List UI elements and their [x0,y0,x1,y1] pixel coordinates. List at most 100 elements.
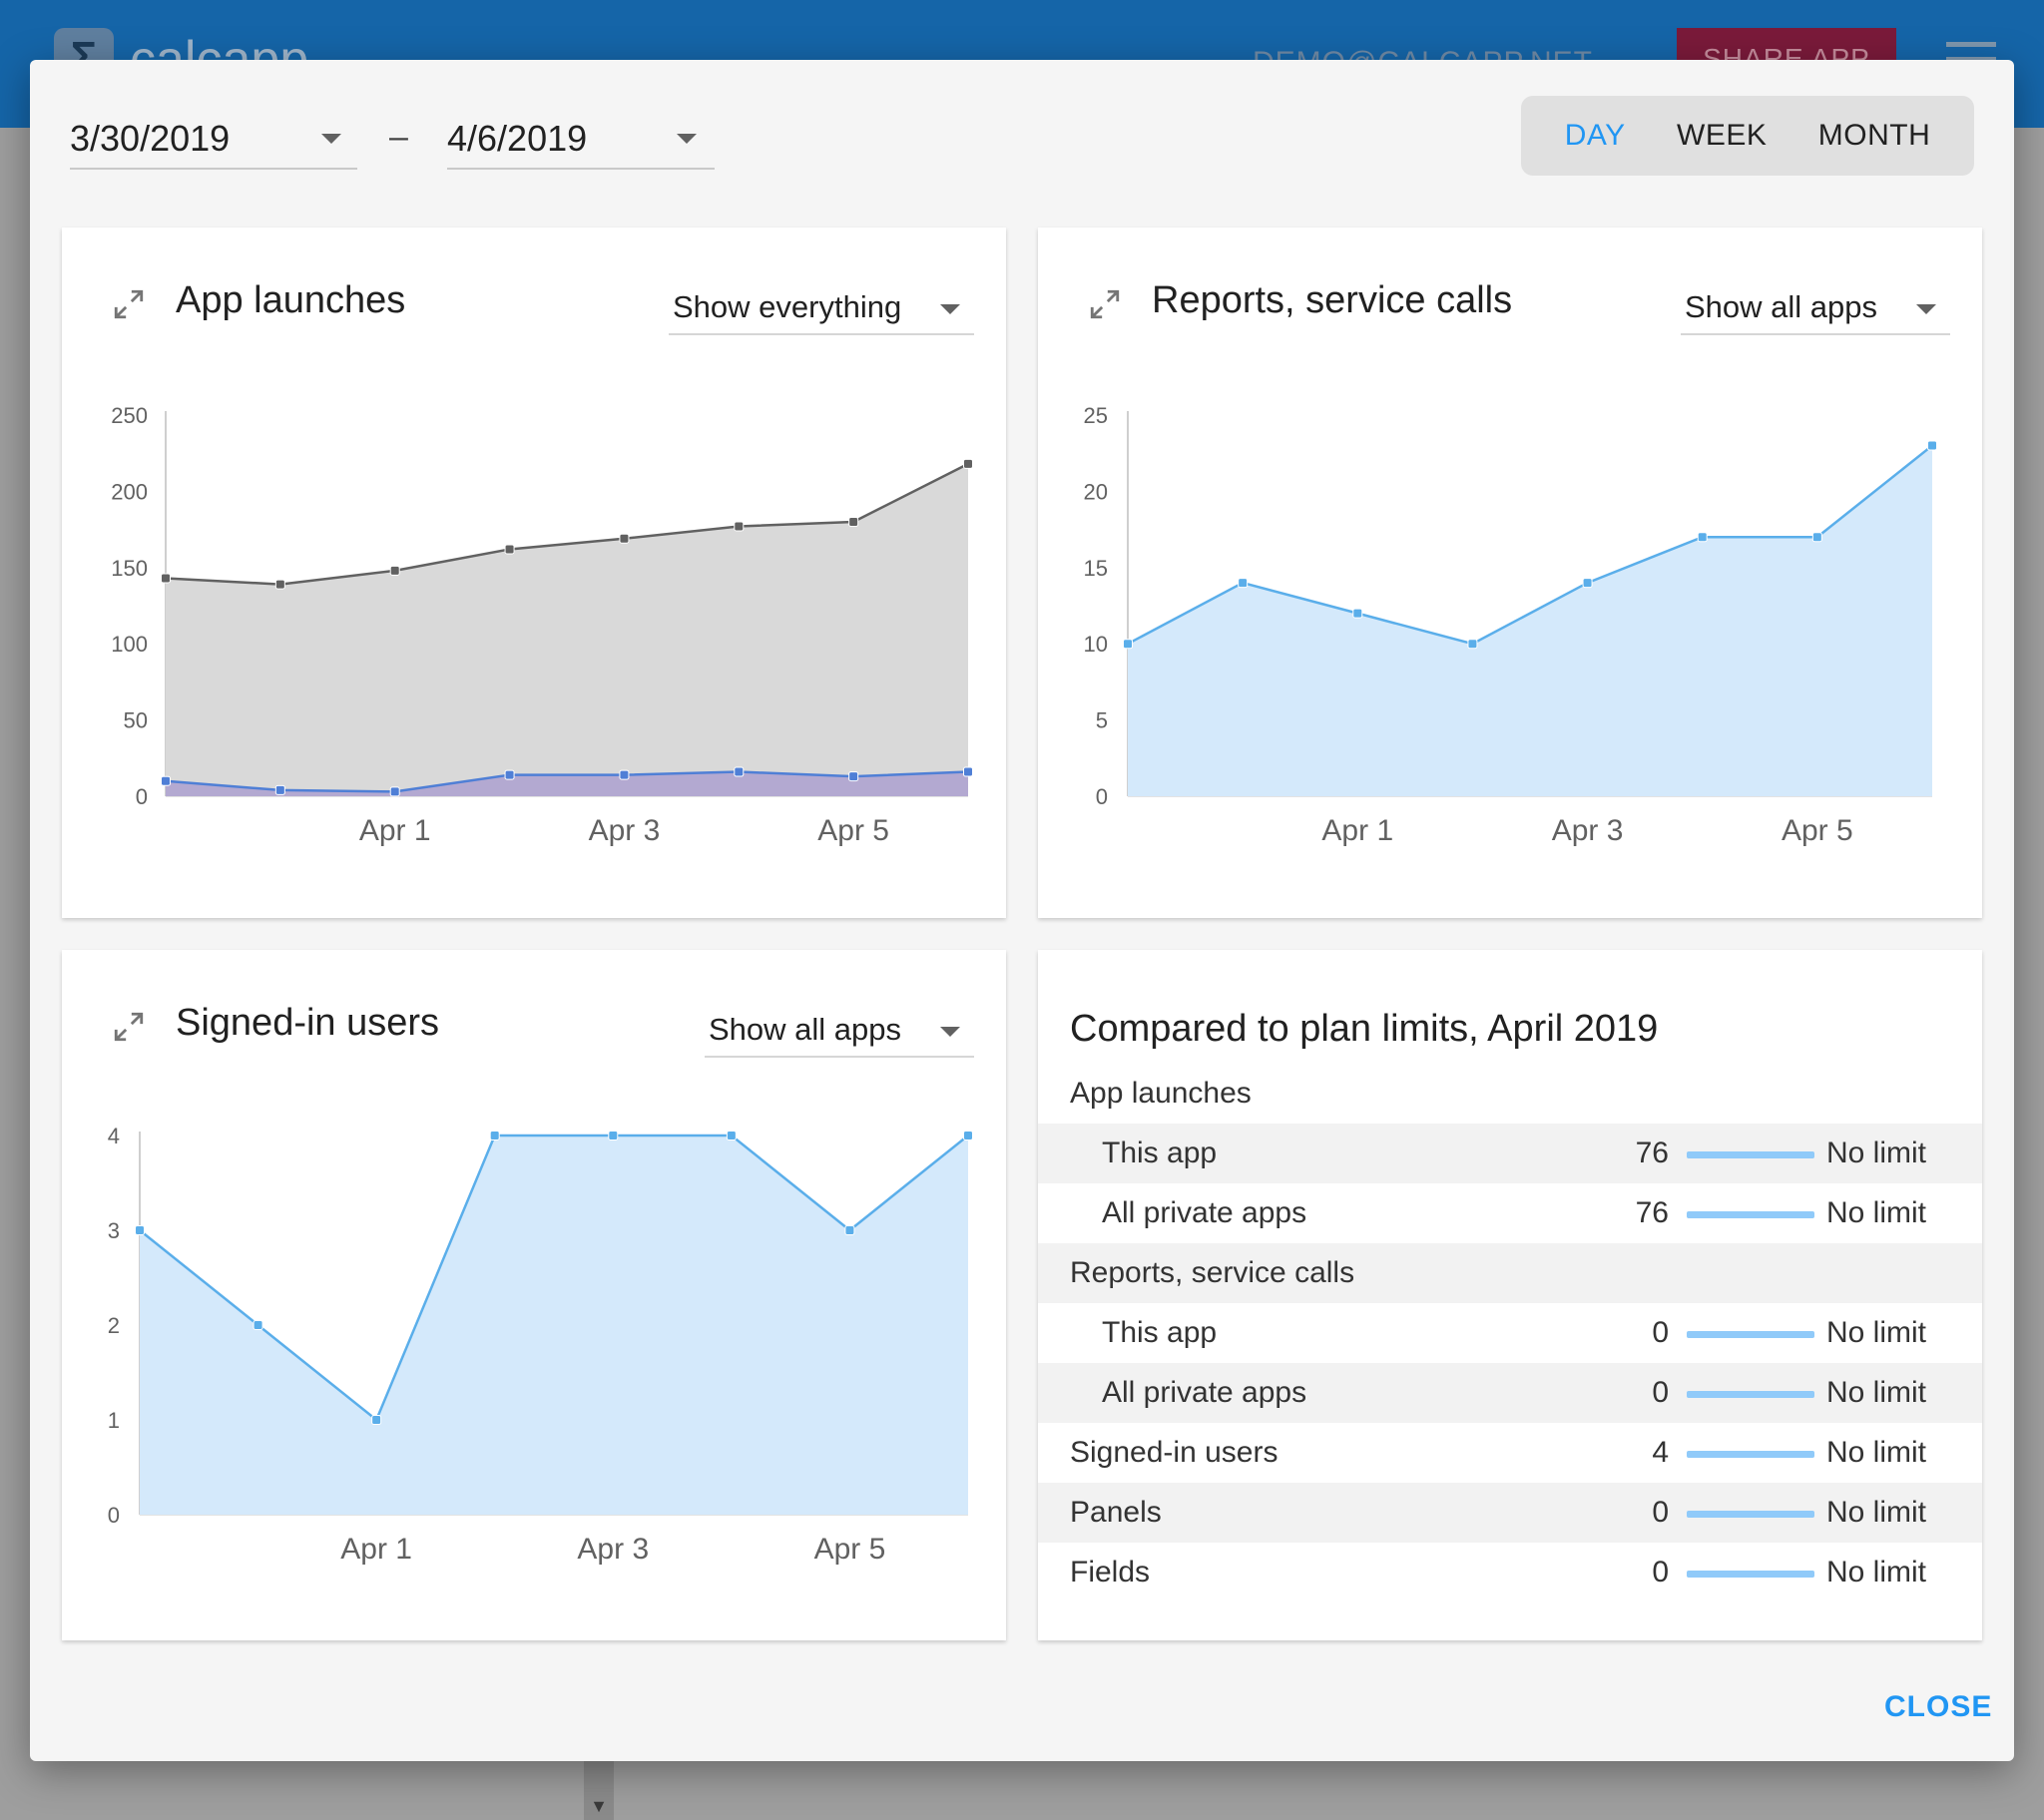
chevron-down-icon [940,304,960,314]
end-date-dropdown-icon[interactable] [677,134,697,144]
y-tick-label: 10 [1084,632,1108,657]
data-point [504,769,515,780]
start-date-field[interactable]: 3/30/2019 [70,110,357,170]
limits-row-label: This app [1102,1316,1218,1349]
start-date-dropdown-icon[interactable] [321,134,341,144]
x-tick-label: Apr 1 [359,814,431,847]
data-point [608,1131,619,1140]
chevron-down-icon [940,1027,960,1037]
series-area-0 [140,1136,968,1515]
limits-row-limit: No limit [1826,1496,1927,1529]
app-launches-filter-value: Show everything [673,289,902,324]
close-button[interactable]: CLOSE [1884,1690,1993,1723]
y-tick-label: 0 [108,1503,120,1528]
expand-icon[interactable] [112,287,146,321]
limits-row-value: 4 [1652,1436,1669,1469]
app-launches-title: App launches [176,279,406,321]
limits-usage-bar [1687,1151,1814,1158]
signed-in-users-filter-value: Show all apps [709,1012,902,1047]
y-tick-label: 2 [108,1313,120,1338]
data-point [848,516,859,527]
granularity-toggle: DAY WEEK MONTH [1521,96,1974,176]
series-area-0 [1128,445,1932,796]
granularity-day-button[interactable]: DAY [1564,119,1626,152]
data-point [161,775,171,786]
limits-row-label: Reports, service calls [1070,1256,1355,1289]
y-tick-label: 200 [111,479,148,504]
data-point [848,771,859,782]
limits-row-value: 0 [1652,1316,1669,1349]
limits-row-value: 0 [1652,1496,1669,1529]
signed-in-users-chart: 0 1 2 3 4 Apr 1 Apr 3 Apr 5 [108,1124,973,1566]
limits-row: Fields 0 No limit [1038,1543,1982,1602]
limits-row-limit: No limit [1826,1196,1927,1229]
x-tick-label: Apr 5 [1782,814,1853,847]
limits-usage-bar [1687,1511,1814,1518]
data-point [1697,532,1708,543]
data-point [734,521,745,532]
data-point [489,1131,500,1140]
reports-title: Reports, service calls [1152,279,1513,321]
limits-row-label: All private apps [1102,1196,1307,1229]
series-area-0 [166,463,968,796]
x-tick-label: Apr 3 [1552,814,1624,847]
limits-usage-bar [1687,1391,1814,1398]
limits-usage-bar [1687,1211,1814,1218]
limits-row-limit: No limit [1826,1137,1927,1169]
limits-row-value: 76 [1635,1196,1669,1229]
reports-chart: 0 5 10 15 20 25 Apr 1 Apr 3 Apr 5 [1084,403,1937,847]
y-tick-label: 250 [111,403,148,428]
data-point [1811,532,1822,543]
end-date-field[interactable]: 4/6/2019 [447,110,715,170]
reports-card: Reports, service calls Show all apps 0 5 1… [1038,228,1982,918]
date-range-separator: – [389,118,408,156]
y-tick-label: 5 [1096,708,1108,733]
app-launches-card: App launches Show everything 0 50 100 150 20… [62,228,1006,918]
limits-row-label: All private apps [1102,1376,1307,1409]
limits-section-header: Reports, service calls [1038,1243,1982,1303]
data-point [1582,578,1593,589]
y-tick-label: 25 [1084,403,1108,428]
granularity-week-button[interactable]: WEEK [1677,119,1768,152]
data-point [161,573,171,584]
limits-row-label: App launches [1070,1077,1252,1110]
y-tick-label: 3 [108,1218,120,1243]
data-point [504,544,515,555]
limits-row-value: 0 [1652,1376,1669,1409]
reports-filter-select[interactable]: Show all apps [1681,279,1950,335]
series-line-0 [139,1134,969,1423]
limits-row: All private apps 0 No limit [1038,1363,1982,1423]
x-tick-label: Apr 1 [1321,814,1393,847]
limits-usage-bar [1687,1571,1814,1578]
start-date-value: 3/30/2019 [70,118,231,159]
series-line-0 [1127,444,1933,646]
y-tick-label: 20 [1084,479,1108,504]
limits-row-label: Panels [1070,1496,1162,1529]
data-point [1238,578,1249,589]
data-point [1352,608,1363,619]
limits-usage-bar [1687,1331,1814,1338]
x-tick-label: Apr 5 [814,1533,886,1566]
granularity-month-button[interactable]: MONTH [1817,119,1931,152]
limits-row-limit: No limit [1826,1376,1927,1409]
data-point [274,784,285,795]
series-line-0 [165,462,969,586]
data-point [1467,639,1478,650]
limits-row-label: Fields [1070,1556,1151,1589]
data-point [734,766,745,777]
data-point [135,1225,145,1235]
limits-section-header: App launches [1038,1064,1982,1124]
app-launches-filter-select[interactable]: Show everything [669,279,974,335]
data-point [619,533,630,544]
expand-icon[interactable] [1088,287,1122,321]
limits-row-label: Signed-in users [1070,1436,1278,1469]
limits-row: This app 0 No limit [1038,1303,1982,1363]
y-tick-label: 15 [1084,556,1108,581]
chevron-down-icon [1916,304,1936,314]
series-line-1 [165,770,969,793]
background-caret-down-icon: ▼ [590,1796,608,1816]
y-tick-label: 1 [108,1408,120,1433]
signed-in-users-filter-select[interactable]: Show all apps [705,1002,974,1058]
expand-icon[interactable] [112,1010,146,1044]
y-tick-label: 100 [111,632,148,657]
